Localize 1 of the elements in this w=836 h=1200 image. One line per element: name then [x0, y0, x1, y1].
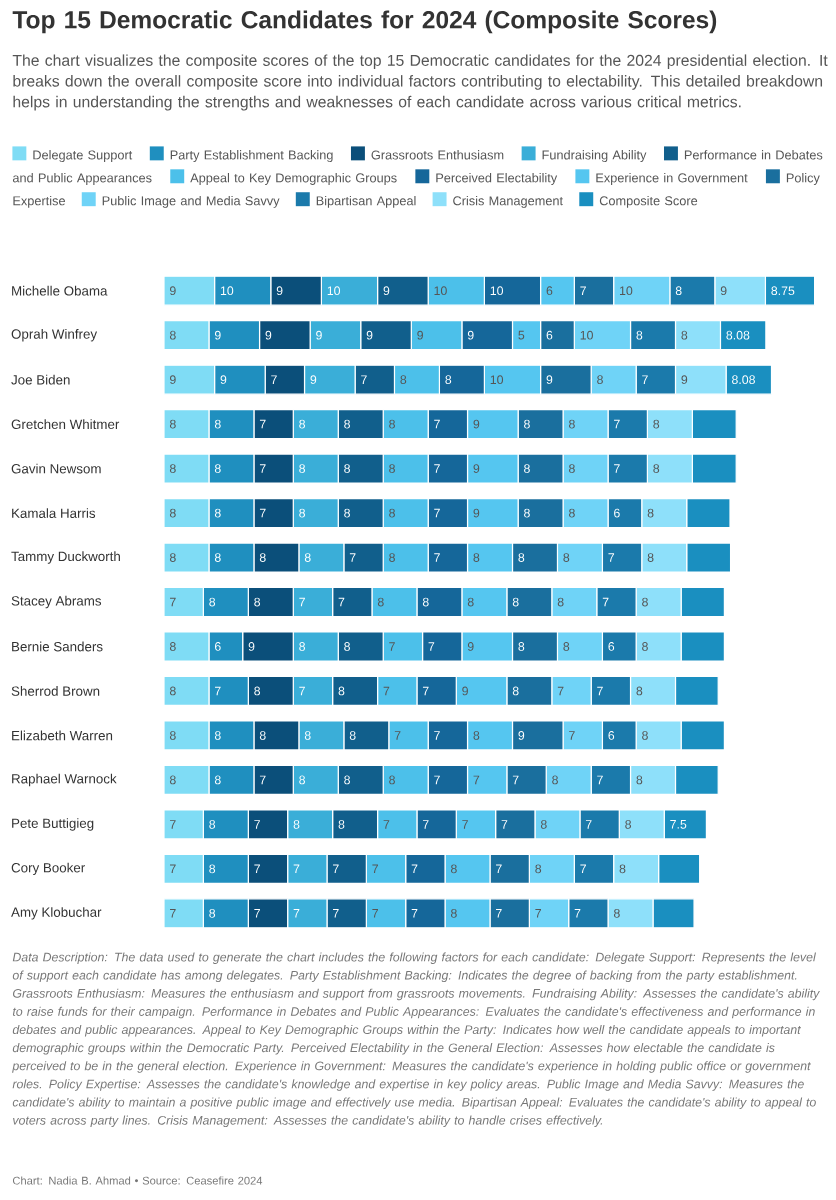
chart-title: Top 15 Democratic Candidates for 2024 (Composite Scores) [12, 10, 717, 34]
